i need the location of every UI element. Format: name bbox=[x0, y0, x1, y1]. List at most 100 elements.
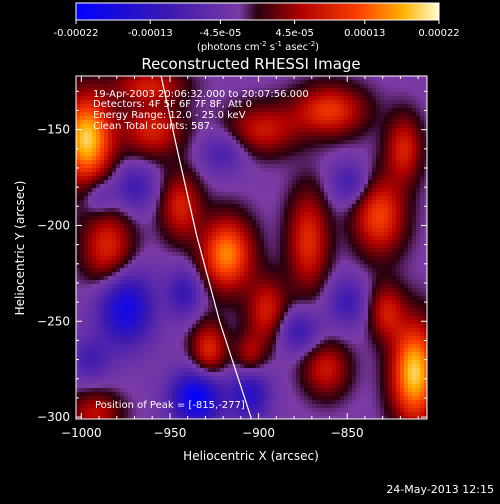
heatmap-cell bbox=[388, 280, 393, 285]
heatmap-cell bbox=[364, 176, 369, 181]
heatmap-cell bbox=[176, 176, 181, 181]
heatmap-cell bbox=[84, 292, 89, 297]
heatmap-cell bbox=[304, 280, 309, 285]
heatmap-cell bbox=[132, 172, 137, 177]
heatmap-cell bbox=[116, 220, 121, 225]
heatmap-cell bbox=[348, 208, 353, 213]
heatmap-cell bbox=[248, 136, 253, 141]
heatmap-cell bbox=[400, 200, 405, 205]
heatmap-cell bbox=[136, 208, 141, 213]
heatmap-cell bbox=[380, 220, 385, 225]
heatmap-cell bbox=[244, 136, 249, 141]
heatmap-cell bbox=[316, 172, 321, 177]
heatmap-cell bbox=[260, 112, 265, 117]
heatmap-cell bbox=[312, 264, 317, 269]
heatmap-cell bbox=[252, 196, 257, 201]
heatmap-cell bbox=[156, 132, 161, 137]
heatmap-cell bbox=[212, 264, 217, 269]
heatmap-cell bbox=[96, 84, 101, 89]
heatmap-cell bbox=[284, 292, 289, 297]
heatmap-cell bbox=[236, 284, 241, 289]
heatmap-cell bbox=[348, 96, 353, 101]
heatmap-cell bbox=[220, 200, 225, 205]
heatmap-cell bbox=[212, 208, 217, 213]
heatmap-cell bbox=[260, 180, 265, 185]
heatmap-cell bbox=[352, 180, 357, 185]
heatmap-cell bbox=[360, 272, 365, 277]
heatmap-cell bbox=[180, 264, 185, 269]
heatmap-cell bbox=[404, 76, 409, 81]
heatmap-cell bbox=[368, 152, 373, 157]
heatmap-cell bbox=[296, 132, 301, 137]
heatmap-cell bbox=[196, 140, 201, 145]
heatmap-cell bbox=[344, 80, 349, 85]
heatmap-cell bbox=[184, 232, 189, 237]
heatmap-cell bbox=[388, 212, 393, 217]
heatmap-cell bbox=[104, 248, 109, 253]
heatmap-cell bbox=[256, 184, 261, 189]
heatmap-cell bbox=[236, 248, 241, 253]
heatmap-cell bbox=[280, 104, 285, 109]
heatmap-cell bbox=[96, 296, 101, 301]
heatmap-cell bbox=[232, 256, 237, 261]
heatmap-cell bbox=[208, 168, 213, 173]
heatmap-cell bbox=[112, 156, 117, 161]
heatmap-cell bbox=[292, 184, 297, 189]
heatmap-cell bbox=[408, 176, 413, 181]
heatmap-cell bbox=[212, 192, 217, 197]
heatmap-cell bbox=[320, 252, 325, 257]
heatmap-cell bbox=[384, 232, 389, 237]
heatmap-cell bbox=[272, 196, 277, 201]
heatmap-cell bbox=[168, 276, 173, 281]
heatmap-cell bbox=[268, 144, 273, 149]
heatmap-cell bbox=[412, 256, 417, 261]
heatmap-cell bbox=[420, 188, 425, 193]
heatmap-cell bbox=[380, 188, 385, 193]
heatmap-cell bbox=[116, 164, 121, 169]
heatmap-cell bbox=[240, 192, 245, 197]
heatmap-cell bbox=[272, 300, 277, 305]
heatmap-cell bbox=[284, 300, 289, 305]
heatmap-cell bbox=[268, 140, 273, 145]
heatmap-cell bbox=[108, 84, 113, 89]
heatmap-cell bbox=[244, 248, 249, 253]
heatmap-cell bbox=[144, 240, 149, 245]
heatmap-cell bbox=[100, 148, 105, 153]
heatmap-cell bbox=[160, 280, 165, 285]
heatmap-cell bbox=[216, 152, 221, 157]
heatmap-cell bbox=[212, 184, 217, 189]
heatmap-cell bbox=[284, 256, 289, 261]
heatmap-cell bbox=[392, 120, 397, 125]
heatmap-cell bbox=[88, 80, 93, 85]
heatmap-cell bbox=[404, 92, 409, 97]
heatmap-cell bbox=[348, 192, 353, 197]
heatmap-cell bbox=[380, 80, 385, 85]
heatmap-cell bbox=[220, 284, 225, 289]
heatmap-cell bbox=[240, 80, 245, 85]
heatmap-cell bbox=[380, 292, 385, 297]
heatmap-cell bbox=[188, 252, 193, 257]
heatmap-cell bbox=[304, 104, 309, 109]
heatmap-cell bbox=[356, 104, 361, 109]
heatmap-cell bbox=[132, 80, 137, 85]
heatmap-cell bbox=[312, 204, 317, 209]
heatmap-cell bbox=[276, 220, 281, 225]
heatmap-cell bbox=[336, 256, 341, 261]
heatmap-cell bbox=[244, 232, 249, 237]
heatmap-cell bbox=[244, 264, 249, 269]
heatmap-cell bbox=[340, 100, 345, 105]
heatmap-cell bbox=[216, 84, 221, 89]
heatmap-cell bbox=[388, 264, 393, 269]
heatmap-cell bbox=[264, 104, 269, 109]
heatmap-cell bbox=[376, 104, 381, 109]
heatmap-cell bbox=[140, 192, 145, 197]
heatmap-cell bbox=[268, 292, 273, 297]
heatmap-cell bbox=[268, 192, 273, 197]
heatmap-cell bbox=[172, 260, 177, 265]
heatmap-cell bbox=[80, 128, 85, 133]
heatmap-cell bbox=[124, 192, 129, 197]
heatmap-cell bbox=[304, 268, 309, 273]
heatmap-cell bbox=[312, 228, 317, 233]
heatmap-cell bbox=[344, 200, 349, 205]
heatmap-cell bbox=[380, 224, 385, 229]
